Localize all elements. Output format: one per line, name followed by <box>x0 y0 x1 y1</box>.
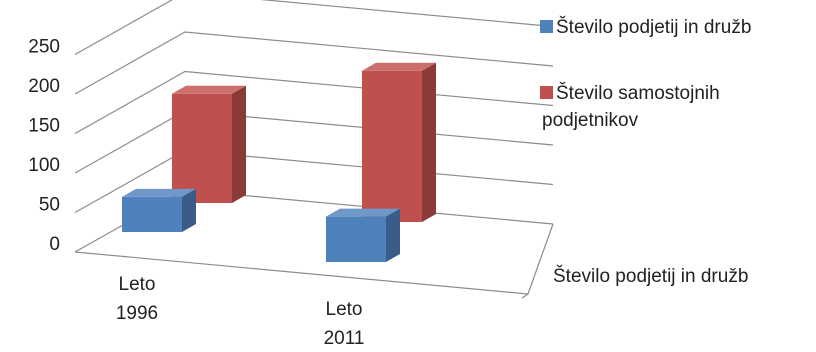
bar-top-face <box>362 62 436 71</box>
bar <box>172 85 246 203</box>
bar-side-face <box>232 85 246 203</box>
bar-side-face <box>422 62 436 222</box>
legend-label: Število podjetij in družb <box>556 16 751 38</box>
depth-axis: Število podjetij in družb <box>553 265 748 287</box>
legend-label: Število samostojnih podjetnikov <box>542 82 720 131</box>
legend-swatch <box>540 86 553 99</box>
y-axis-ticks: 0 50 100 150 200 250 <box>28 37 60 256</box>
gridline <box>74 31 554 95</box>
bar-front-face <box>122 196 182 232</box>
y-tick-label: 100 <box>28 155 60 176</box>
gridline <box>74 70 554 135</box>
x-axis-ticks: Leto 1996 Leto 2011 <box>116 274 365 349</box>
y-tick-label: 150 <box>28 116 60 137</box>
y-tick-label: 200 <box>28 76 60 97</box>
chart-grid <box>74 0 554 299</box>
x-tick-label: Leto 1996 <box>116 274 158 324</box>
bar-front-face <box>362 70 422 222</box>
bar-top-face <box>172 85 246 94</box>
x-tick-label: Leto 2011 <box>324 299 365 349</box>
bar-side-face <box>182 188 196 232</box>
depth-axis-label: Število podjetij in družb <box>553 265 748 287</box>
legend-item: Število samostojnih podjetnikov <box>540 82 720 131</box>
legend-swatch <box>540 20 553 33</box>
y-tick-label: 50 <box>39 195 60 216</box>
legend-item: Število podjetij in družb <box>540 16 751 38</box>
bar <box>362 62 436 222</box>
bar <box>122 188 196 232</box>
bar <box>326 208 400 262</box>
bar-side-face <box>386 208 400 262</box>
bar-top-face <box>122 188 196 197</box>
bar-front-face <box>172 93 232 203</box>
chart-bars <box>122 62 436 262</box>
y-tick-label: 250 <box>28 37 60 58</box>
bar-front-face <box>326 216 386 262</box>
y-tick-label: 0 <box>49 234 60 255</box>
chart-legend: Število podjetij in družb Število samosto… <box>540 16 751 131</box>
bar-top-face <box>326 208 400 217</box>
gridline <box>74 110 554 174</box>
depth-axis-tick <box>521 293 529 299</box>
gridline <box>74 0 554 56</box>
